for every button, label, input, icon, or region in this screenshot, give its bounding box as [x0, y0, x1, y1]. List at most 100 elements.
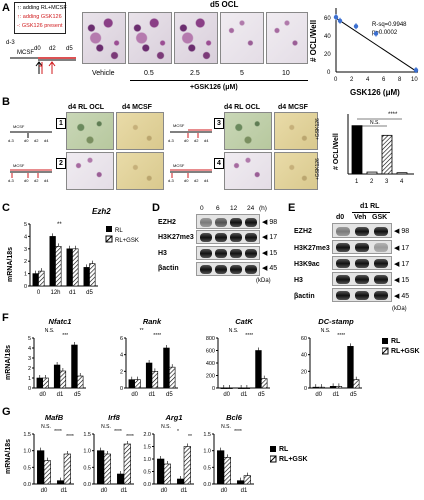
bar-rl-gsk	[38, 270, 45, 287]
panel-b-label: B	[2, 96, 10, 108]
d-blot-h3	[196, 246, 260, 260]
bar-rl-gsk	[77, 375, 84, 389]
ytick-label: 0	[24, 284, 27, 290]
svg-text:d4: d4	[204, 178, 209, 183]
bar-4	[396, 172, 408, 175]
b-timeline-2: MCSF d-3 d0 d2 d4	[8, 152, 54, 188]
svg-text:d2: d2	[34, 138, 39, 143]
svg-text:d4: d4	[204, 138, 209, 143]
xtick-label: d0	[223, 392, 230, 398]
svg-text:d0: d0	[184, 178, 189, 183]
b-header-ocl-2: d4 RL OCL	[224, 104, 261, 111]
sig-label: *	[177, 429, 179, 435]
d-kda-17: ◀ 17	[262, 234, 278, 241]
plot-a-rsq: R-sq=0.9948	[372, 22, 407, 28]
sig-label: ****	[153, 333, 161, 339]
xtick-label: d0	[131, 392, 138, 398]
ytick-label: 0.5	[143, 470, 151, 476]
svg-text:MCSF: MCSF	[173, 163, 185, 168]
ytick-label: 4	[24, 234, 27, 240]
bar-rl	[71, 344, 78, 389]
bar-rl-gsk	[59, 370, 67, 389]
b-micro-4-ocl	[224, 152, 272, 190]
bar-rl	[36, 377, 43, 389]
xtick-label: d5	[74, 392, 81, 398]
bar-rl	[83, 267, 90, 287]
micro-vehicle	[82, 12, 126, 64]
bar-rl-gsk	[261, 378, 268, 389]
bar-rl	[177, 478, 185, 485]
b-xtick-4: 4	[400, 179, 404, 185]
ytick-label: 0	[120, 386, 123, 392]
bar-rl	[157, 458, 165, 485]
g-legend-rl: RL	[279, 446, 289, 453]
xtick-label: d5	[166, 392, 173, 398]
ytick-label: 400	[206, 361, 215, 367]
ytick-label: 1.0	[203, 449, 211, 455]
ytick-label: 1	[24, 272, 27, 278]
bar-rl	[37, 450, 45, 485]
gene-title: DC-stamp	[318, 317, 354, 326]
c-sig: **	[57, 222, 62, 228]
b-xtick-3: 3	[385, 179, 389, 185]
svg-text:d2: d2	[34, 178, 39, 183]
d-hour-0: 0	[200, 205, 204, 212]
bar-rl	[57, 480, 65, 485]
label-10: 10	[282, 70, 290, 77]
e-row-ezh2: EZH2	[294, 228, 312, 235]
gene-title: Bcl6	[226, 413, 243, 422]
bar-rl	[220, 387, 227, 389]
sig-label: ****	[54, 429, 62, 435]
bar-rl	[163, 347, 170, 389]
data-point	[413, 67, 419, 73]
c-legend-rl: RL	[115, 228, 123, 234]
xtick-label: d0	[39, 392, 46, 398]
c-ylabel: mRNA/18s	[7, 247, 14, 282]
bar-rl	[312, 386, 319, 389]
plot-a-ylabel: # OCL/Well	[310, 20, 318, 62]
bar-rl-gsk	[163, 463, 171, 485]
ytick-label: 1.5	[23, 432, 31, 438]
e-blot-actin	[332, 288, 392, 302]
xtick-label: d1	[241, 488, 248, 494]
d-hour-12: 12	[230, 205, 238, 212]
svg-text:d2: d2	[194, 178, 199, 183]
xtick-label: d0	[101, 488, 108, 494]
panel-a-timeline: d-3 MCSF d0 d2 d5	[6, 40, 76, 74]
xtick-label: d1	[181, 488, 188, 494]
legend-rl-mcsf: ↑: adding RL+MCSF	[17, 5, 67, 11]
bar-rl-gsk	[42, 377, 49, 389]
bar-rl	[347, 346, 354, 389]
ytick-label: 0	[304, 386, 307, 392]
ytick-label: 0	[212, 386, 215, 392]
b-micro-4-mcsf	[274, 152, 318, 190]
xtick-label: d1	[333, 392, 340, 398]
micro-10	[266, 12, 308, 64]
d-blot-h3k27	[196, 230, 260, 244]
svg-text:10: 10	[411, 77, 418, 83]
g-ylabel: mRNA/18s	[5, 439, 12, 474]
bar-rl-gsk	[63, 453, 71, 485]
svg-text:MCSF: MCSF	[173, 123, 185, 128]
b-sig: ****	[388, 112, 398, 118]
xtick-label: 0	[37, 290, 41, 296]
xtick-label: d0	[41, 488, 48, 494]
panel-g-label: G	[2, 406, 11, 418]
b-cond-3: 3	[214, 118, 224, 129]
xtick-label: d1	[121, 488, 128, 494]
e-kda-98: ◀ 98	[394, 228, 410, 235]
bar-rl-gsk	[226, 387, 233, 389]
bar-rl	[329, 386, 337, 389]
b-cond-2: 2	[56, 158, 66, 169]
panel-d-label: D	[152, 202, 160, 214]
f-legend-rl: RL	[391, 338, 401, 345]
b-micro-1-ocl	[66, 112, 114, 150]
f-legend-gsk: RL+GSK	[391, 348, 420, 355]
b-header-ocl-1: d4 RL OCL	[68, 104, 105, 111]
e-row-h3k27: H3K27me3	[294, 245, 330, 252]
ytick-label: 800	[206, 336, 215, 342]
sig-label: N.S.	[161, 424, 171, 430]
panel-b-chart: # OCL/Well N.S. **** 1 2 3 4	[333, 112, 414, 185]
b-micro-1-mcsf	[116, 112, 164, 150]
xtick-label: d5	[350, 392, 357, 398]
